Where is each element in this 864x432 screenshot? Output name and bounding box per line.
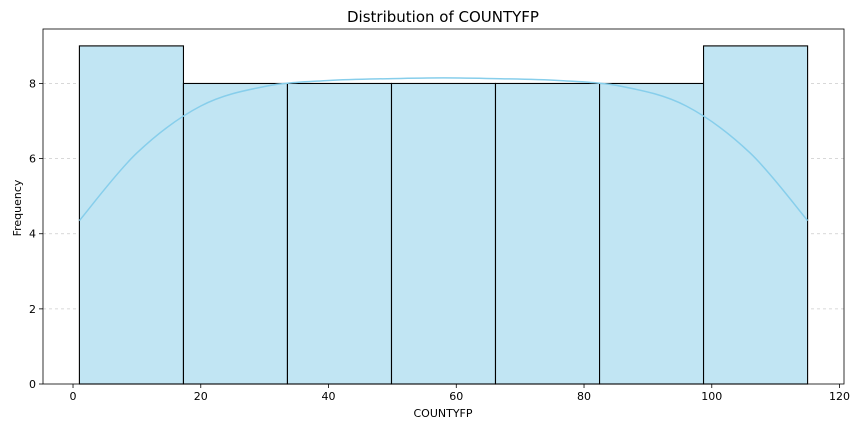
histogram-bar [182,82,289,385]
x-tick-label: 100 [701,390,722,403]
x-tick-label: 120 [829,390,850,403]
histogram-bar [702,45,809,385]
x-axis-label: COUNTYFP [413,407,472,420]
kde-curve-group [78,77,809,222]
x-tick-label: 20 [194,390,208,403]
histogram-bar [390,82,497,385]
x-tick-label: 60 [449,390,463,403]
y-axis-ticks: 0 2 4 6 8 [29,77,43,391]
histogram-bars [78,45,809,385]
y-tick-label: 8 [29,77,36,90]
y-axis-label: Frequency [11,179,24,236]
histogram-bar [598,82,705,385]
chart-title: Distribution of COUNTYFP [347,8,539,26]
y-tick-label: 4 [29,228,36,241]
histogram-bar [78,45,185,385]
x-axis-ticks: 0 20 40 60 80 100 120 [70,384,850,403]
kde-curve [78,77,809,222]
histogram-bar [494,82,601,385]
y-tick-label: 2 [29,303,36,316]
histogram-bar [286,82,393,385]
x-tick-label: 0 [70,390,77,403]
x-tick-label: 80 [577,390,591,403]
y-tick-label: 0 [29,378,36,391]
y-tick-label: 6 [29,153,36,166]
plot-frame [42,28,845,385]
x-tick-label: 40 [322,390,336,403]
